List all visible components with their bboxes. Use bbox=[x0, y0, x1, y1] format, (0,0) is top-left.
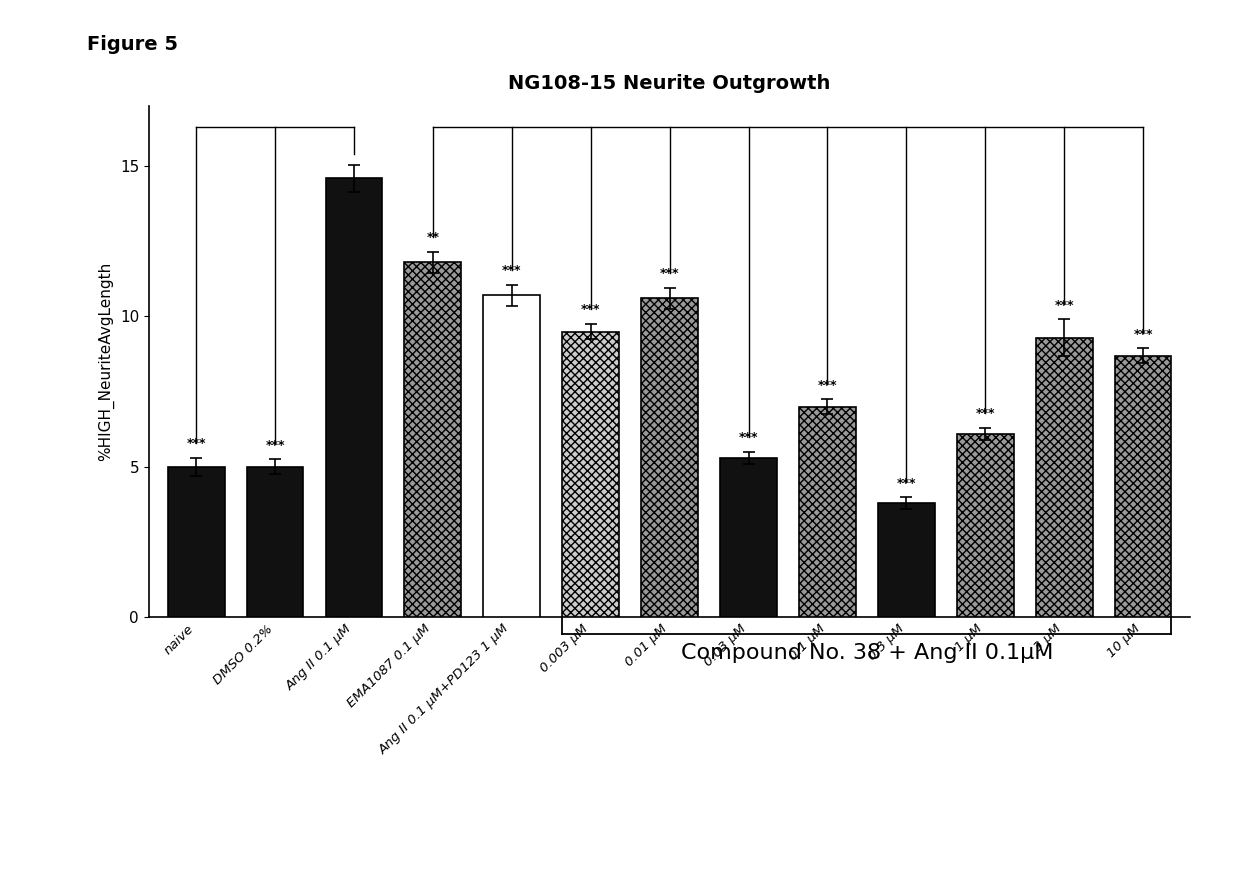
Bar bbox=[326, 178, 382, 617]
Text: Compound No. 38 + Ang II 0.1μM: Compound No. 38 + Ang II 0.1μM bbox=[681, 643, 1053, 663]
Bar bbox=[1035, 338, 1092, 617]
Bar bbox=[878, 503, 935, 617]
Bar bbox=[484, 295, 541, 617]
Bar bbox=[799, 407, 856, 617]
Bar bbox=[641, 298, 698, 617]
Bar bbox=[562, 332, 619, 617]
Text: ***: *** bbox=[265, 439, 285, 452]
Text: ***: *** bbox=[976, 407, 994, 421]
Bar bbox=[720, 458, 777, 617]
Text: **: ** bbox=[427, 231, 439, 244]
Title: NG108-15 Neurite Outgrowth: NG108-15 Neurite Outgrowth bbox=[508, 74, 831, 93]
Bar bbox=[404, 262, 461, 617]
Text: ***: *** bbox=[897, 476, 916, 490]
Text: ***: *** bbox=[1054, 299, 1074, 312]
Y-axis label: %HIGH_NeuriteAvgLength: %HIGH_NeuriteAvgLength bbox=[98, 262, 114, 461]
Bar bbox=[1115, 355, 1172, 617]
Bar bbox=[247, 467, 304, 617]
Text: ***: *** bbox=[1133, 327, 1153, 340]
Text: ***: *** bbox=[582, 303, 600, 317]
Text: ***: *** bbox=[502, 265, 522, 277]
Text: ***: *** bbox=[817, 378, 837, 392]
Text: ***: *** bbox=[660, 267, 680, 280]
Text: ***: *** bbox=[186, 437, 206, 451]
Bar bbox=[167, 467, 224, 617]
Text: Figure 5: Figure 5 bbox=[87, 35, 177, 55]
Text: ***: *** bbox=[739, 431, 758, 445]
Bar bbox=[957, 434, 1013, 617]
